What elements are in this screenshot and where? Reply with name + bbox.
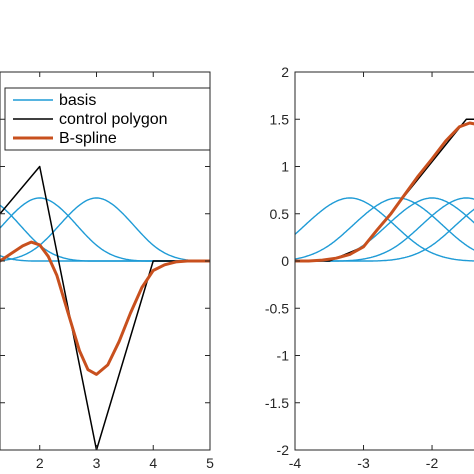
b-spline-line xyxy=(295,121,474,263)
chart-panel-2: -4 -3 -2 -2 -1.5 -1 -0.5 0 0.5 1 1.5 2 xyxy=(265,64,474,471)
chart-panel-1: 2 3 4 5 basis control polygon B-spline xyxy=(0,71,214,471)
y-tick-label: -1 xyxy=(277,348,290,364)
x-tick-label: 2 xyxy=(36,455,44,471)
b-spline-line xyxy=(0,240,210,376)
legend: basis control polygon B-spline xyxy=(4,87,211,151)
y-tick-label: 2 xyxy=(281,64,289,80)
basis-curve-2 xyxy=(0,204,210,262)
control-polygon-line xyxy=(0,165,210,450)
y-tick-label: 0 xyxy=(281,253,289,269)
x-tick-label: 5 xyxy=(206,455,214,471)
x-tick-label: -4 xyxy=(289,455,302,471)
legend-label-1: basis xyxy=(59,92,96,109)
legend-label-3: B-spline xyxy=(59,130,117,147)
y-tick-label: 1 xyxy=(281,159,289,175)
basis-curve-4 xyxy=(0,197,210,262)
x-tick-label: 3 xyxy=(93,455,101,471)
y-tick-label: 0.5 xyxy=(270,206,290,222)
legend-label-2: control polygon xyxy=(59,111,168,128)
y-tick-label: -0.5 xyxy=(265,300,289,316)
y-tick-label: -1.5 xyxy=(265,395,289,411)
x-tick-label: -2 xyxy=(426,455,439,471)
x-tick-label: 4 xyxy=(149,455,157,471)
y-tick-label: 1.5 xyxy=(270,111,290,127)
plot-area xyxy=(295,118,474,263)
plot-area xyxy=(0,165,210,450)
x-tick-label: -3 xyxy=(357,455,370,471)
y-tick-label: -2 xyxy=(277,442,290,458)
